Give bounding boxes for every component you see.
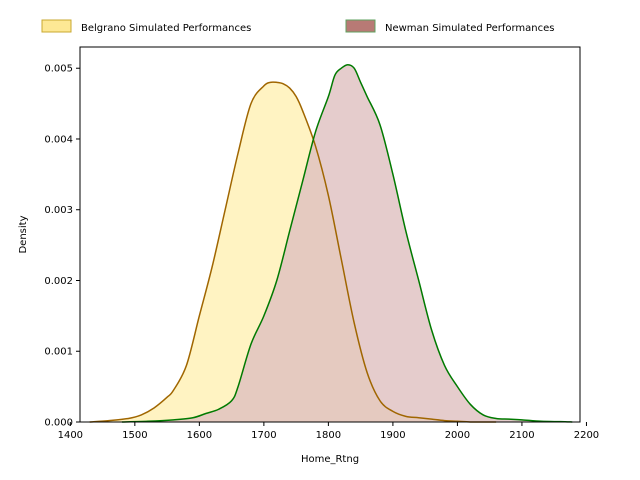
legend-label-newman: Newman Simulated Performances: [385, 23, 555, 34]
newman-density-line: [121, 63, 573, 423]
x-tick-label: 1500: [122, 430, 147, 441]
y-tick-label: 0.002: [44, 276, 73, 287]
y-axis: 0.000 0.001 0.002 0.003 0.004 0.005: [44, 64, 80, 429]
legend-label-belgrano: Belgrano Simulated Performances: [81, 23, 251, 34]
legend: Belgrano Simulated Performances Newman S…: [41, 19, 555, 34]
x-tick-label: 1400: [58, 430, 83, 441]
x-tick-label: 1600: [187, 430, 212, 441]
x-tick-label: 2200: [574, 430, 599, 441]
y-tick-label: 0.004: [44, 134, 73, 145]
legend-swatch-newman: [345, 19, 376, 33]
series-layer: [89, 63, 573, 423]
x-tick-label: 2100: [509, 430, 534, 441]
plot-frame: [79, 46, 581, 423]
y-axis-label: Density: [18, 215, 29, 253]
y-tick-label: 0.000: [44, 418, 73, 429]
x-axis-label: Home_Rtng: [301, 454, 359, 465]
belgrano-density-line: [89, 81, 497, 423]
legend-swatch-belgrano: [41, 19, 72, 33]
x-tick-label: 1800: [316, 430, 341, 441]
y-tick-label: 0.001: [44, 347, 73, 358]
x-tick-label: 2000: [445, 430, 470, 441]
x-tick-label: 1900: [380, 430, 405, 441]
x-axis: 1400 1500 1600 1700 1800 1900 2000 2100 2200: [58, 422, 599, 441]
y-tick-label: 0.005: [44, 64, 73, 75]
x-tick-label: 1700: [251, 430, 276, 441]
newman-density-area: [121, 64, 573, 422]
y-tick-label: 0.003: [44, 205, 73, 216]
